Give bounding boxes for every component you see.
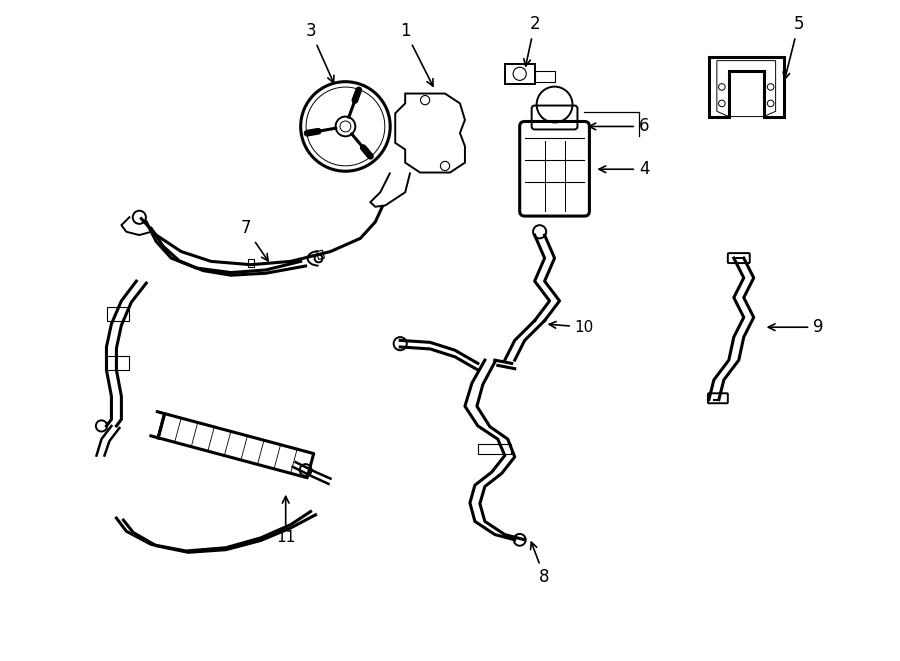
Bar <box>317 251 325 259</box>
Text: 6: 6 <box>590 118 650 136</box>
Text: 5: 5 <box>783 15 804 79</box>
Bar <box>107 307 130 321</box>
Text: 4: 4 <box>599 160 650 178</box>
Bar <box>107 356 130 370</box>
Bar <box>248 259 254 267</box>
Text: 3: 3 <box>305 22 334 83</box>
Bar <box>478 444 510 454</box>
Text: 9: 9 <box>769 318 824 336</box>
Text: 7: 7 <box>240 219 268 261</box>
Text: 11: 11 <box>276 496 295 545</box>
Text: 1: 1 <box>400 22 433 86</box>
Text: 2: 2 <box>524 15 540 66</box>
Text: 10: 10 <box>549 320 594 334</box>
Text: 8: 8 <box>530 542 550 586</box>
